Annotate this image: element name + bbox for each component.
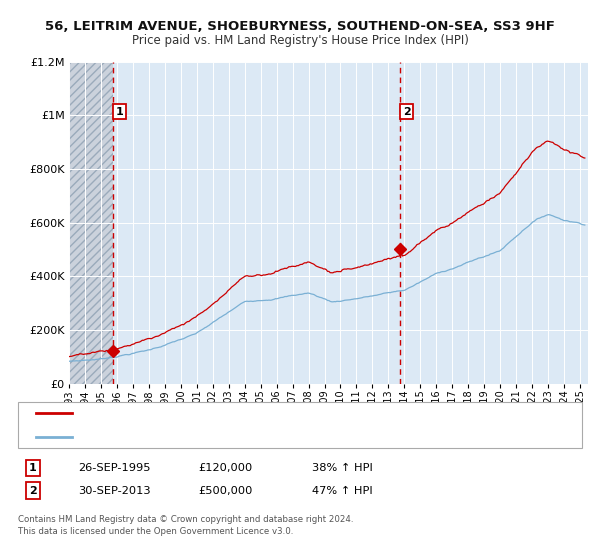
Text: Price paid vs. HM Land Registry's House Price Index (HPI): Price paid vs. HM Land Registry's House … [131, 34, 469, 46]
Text: 38% ↑ HPI: 38% ↑ HPI [312, 463, 373, 473]
Text: £500,000: £500,000 [198, 486, 253, 496]
Text: 2: 2 [29, 486, 37, 496]
Text: 56, LEITRIM AVENUE, SHOEBURYNESS, SOUTHEND-ON-SEA, SS3 9HF: 56, LEITRIM AVENUE, SHOEBURYNESS, SOUTHE… [45, 20, 555, 32]
Text: 56, LEITRIM AVENUE, SHOEBURYNESS, SOUTHEND-ON-SEA, SS3 9HF (detached house): 56, LEITRIM AVENUE, SHOEBURYNESS, SOUTHE… [81, 408, 513, 418]
Text: 1: 1 [115, 106, 123, 116]
Bar [69, 62, 113, 384]
Bar [69, 62, 113, 384]
Text: 30-SEP-2013: 30-SEP-2013 [78, 486, 151, 496]
Text: 47% ↑ HPI: 47% ↑ HPI [312, 486, 373, 496]
Text: Contains HM Land Registry data © Crown copyright and database right 2024.: Contains HM Land Registry data © Crown c… [18, 515, 353, 524]
Text: HPI: Average price, detached house, Southend-on-Sea: HPI: Average price, detached house, Sout… [81, 432, 352, 442]
Text: 2: 2 [403, 106, 410, 116]
Text: 26-SEP-1995: 26-SEP-1995 [78, 463, 151, 473]
Text: 1: 1 [29, 463, 37, 473]
Text: This data is licensed under the Open Government Licence v3.0.: This data is licensed under the Open Gov… [18, 528, 293, 536]
Text: £120,000: £120,000 [198, 463, 252, 473]
